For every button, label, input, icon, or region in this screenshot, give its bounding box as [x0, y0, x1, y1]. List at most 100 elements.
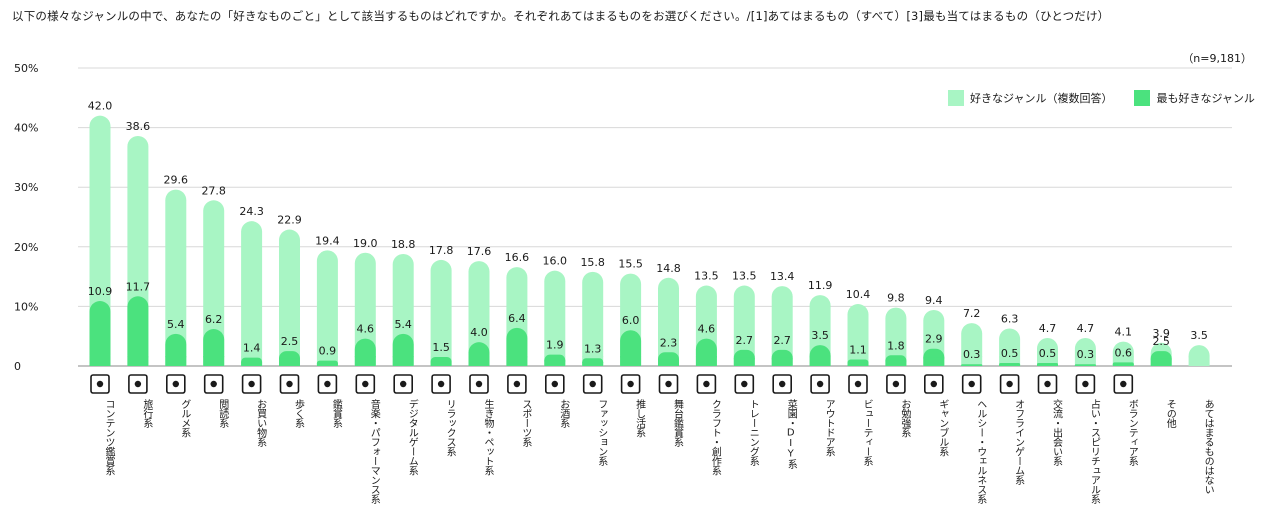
data-label-top: 6.0	[622, 314, 640, 327]
data-label-top: 1.4	[243, 342, 261, 355]
cart-icon	[241, 374, 262, 394]
bar-top-base	[733, 357, 755, 366]
y-tick-label: 40%	[14, 122, 38, 135]
bar-top-base	[1150, 358, 1172, 366]
data-label-multi: 6.3	[1001, 312, 1019, 325]
data-label-top: 0.5	[1039, 347, 1057, 360]
legend: 好きなジャンル（複数回答） 最も好きなジャンル	[948, 90, 1255, 106]
pet-icon-glyph	[475, 380, 483, 388]
data-label-top: 0.9	[319, 345, 337, 358]
data-label-top: 0.6	[1115, 346, 1133, 359]
board-game-icon-glyph	[1006, 380, 1013, 388]
bar-top-base	[392, 356, 414, 366]
bar-multi	[165, 189, 187, 366]
legend-label-top: 最も好きなジャンル	[1156, 92, 1255, 105]
category-label: ファッション系	[595, 399, 607, 466]
bar-top-base	[999, 364, 1021, 366]
airplane-icon-glyph	[134, 380, 142, 388]
data-label-top: 6.2	[205, 313, 223, 326]
bar-top-base	[582, 362, 604, 366]
data-label-multi: 27.8	[201, 184, 226, 197]
shoe-icon	[279, 374, 300, 394]
racket-icon-glyph	[513, 380, 521, 388]
chip-icon-glyph	[930, 380, 937, 388]
data-label-top: 2.3	[660, 336, 678, 349]
category-label: ヘルシー・ウェルネス系	[974, 399, 986, 504]
beer-icon-glyph	[551, 380, 558, 388]
data-label-top: 1.3	[584, 342, 602, 355]
bar-multi	[468, 261, 490, 366]
category-label: 旅行系	[140, 399, 152, 428]
data-label-top: 2.9	[925, 333, 943, 346]
bar-multi-base	[1112, 356, 1134, 366]
leaf-icon	[961, 374, 982, 394]
y-tick-label: 10%	[14, 300, 38, 313]
bar-multi	[733, 285, 755, 366]
data-label-multi: 3.9	[1152, 327, 1170, 340]
bar-top-base	[506, 356, 528, 366]
penlight-icon-glyph	[627, 380, 634, 388]
category-label: デジタルゲーム系	[406, 399, 418, 475]
category-label: その他	[1164, 399, 1176, 428]
chip-icon	[923, 374, 944, 394]
legend-item-top: 最も好きなジャンル	[1134, 90, 1255, 106]
bar-multi-base	[1074, 356, 1096, 366]
bar-top-base	[1074, 365, 1096, 366]
pet-icon	[469, 374, 489, 394]
bar-top	[127, 296, 149, 366]
runner-icon	[734, 374, 755, 394]
y-tick-label: 30%	[14, 181, 38, 194]
fork-knife-icon-glyph	[172, 380, 179, 388]
data-label-multi: 22.9	[277, 214, 302, 227]
data-label-top: 4.6	[698, 323, 716, 336]
data-label-multi: 42.0	[88, 100, 113, 113]
legend-swatch-multi	[948, 90, 964, 106]
bar-top-base	[809, 356, 831, 366]
category-label: 交流・出会い系	[1050, 399, 1062, 466]
data-label-multi: 16.6	[505, 251, 530, 264]
bar-top-base	[620, 356, 642, 366]
category-label: ギャンブル系	[936, 399, 948, 456]
category-label: スポーツ系	[519, 399, 531, 447]
hot-spring-icon	[431, 374, 451, 394]
notebook-icon	[886, 374, 906, 394]
shoe-icon-glyph	[286, 380, 293, 388]
category-label: グルメ系	[178, 399, 190, 437]
category-label: 歩く系	[292, 399, 304, 428]
face-icon-glyph	[854, 380, 862, 388]
leaf-icon-glyph	[968, 380, 975, 388]
data-label-top: 5.4	[167, 318, 185, 331]
bar-top-base	[468, 356, 490, 366]
sun-icon-glyph	[1082, 380, 1089, 388]
mountain-icon	[810, 374, 830, 394]
legend-label-multi: 好きなジャンル（複数回答）	[970, 92, 1113, 105]
data-label-top: 1.5	[432, 341, 450, 354]
picture-icon-glyph	[324, 380, 331, 388]
bar-multi	[658, 277, 679, 366]
scissors-icon	[696, 374, 717, 394]
watering-can-icon-glyph	[779, 380, 786, 388]
bar-top-base	[203, 356, 225, 366]
data-label-multi: 9.4	[925, 294, 943, 307]
data-label-top: 2.5	[281, 335, 299, 348]
bar-top-base	[430, 361, 452, 366]
data-label-top: 0.3	[1077, 348, 1095, 361]
data-label-multi: 4.7	[1039, 322, 1057, 335]
data-label-top: 6.4	[508, 312, 526, 325]
legend-swatch-top	[1134, 90, 1151, 106]
racket-icon	[507, 374, 527, 394]
bar-multi	[241, 221, 263, 366]
category-label: リラックス系	[444, 399, 456, 456]
bar-top-base	[316, 363, 338, 366]
data-label-multi: 3.5	[1190, 329, 1208, 342]
airplane-icon	[128, 374, 148, 394]
heart-hand-icon	[1113, 374, 1134, 394]
category-label: お勉強系	[898, 399, 910, 437]
bar-top-base	[923, 357, 945, 366]
bar-top-base	[695, 356, 717, 366]
y-tick-label: 0	[14, 360, 21, 373]
bar-multi	[961, 323, 983, 366]
stage-icon	[658, 374, 679, 394]
